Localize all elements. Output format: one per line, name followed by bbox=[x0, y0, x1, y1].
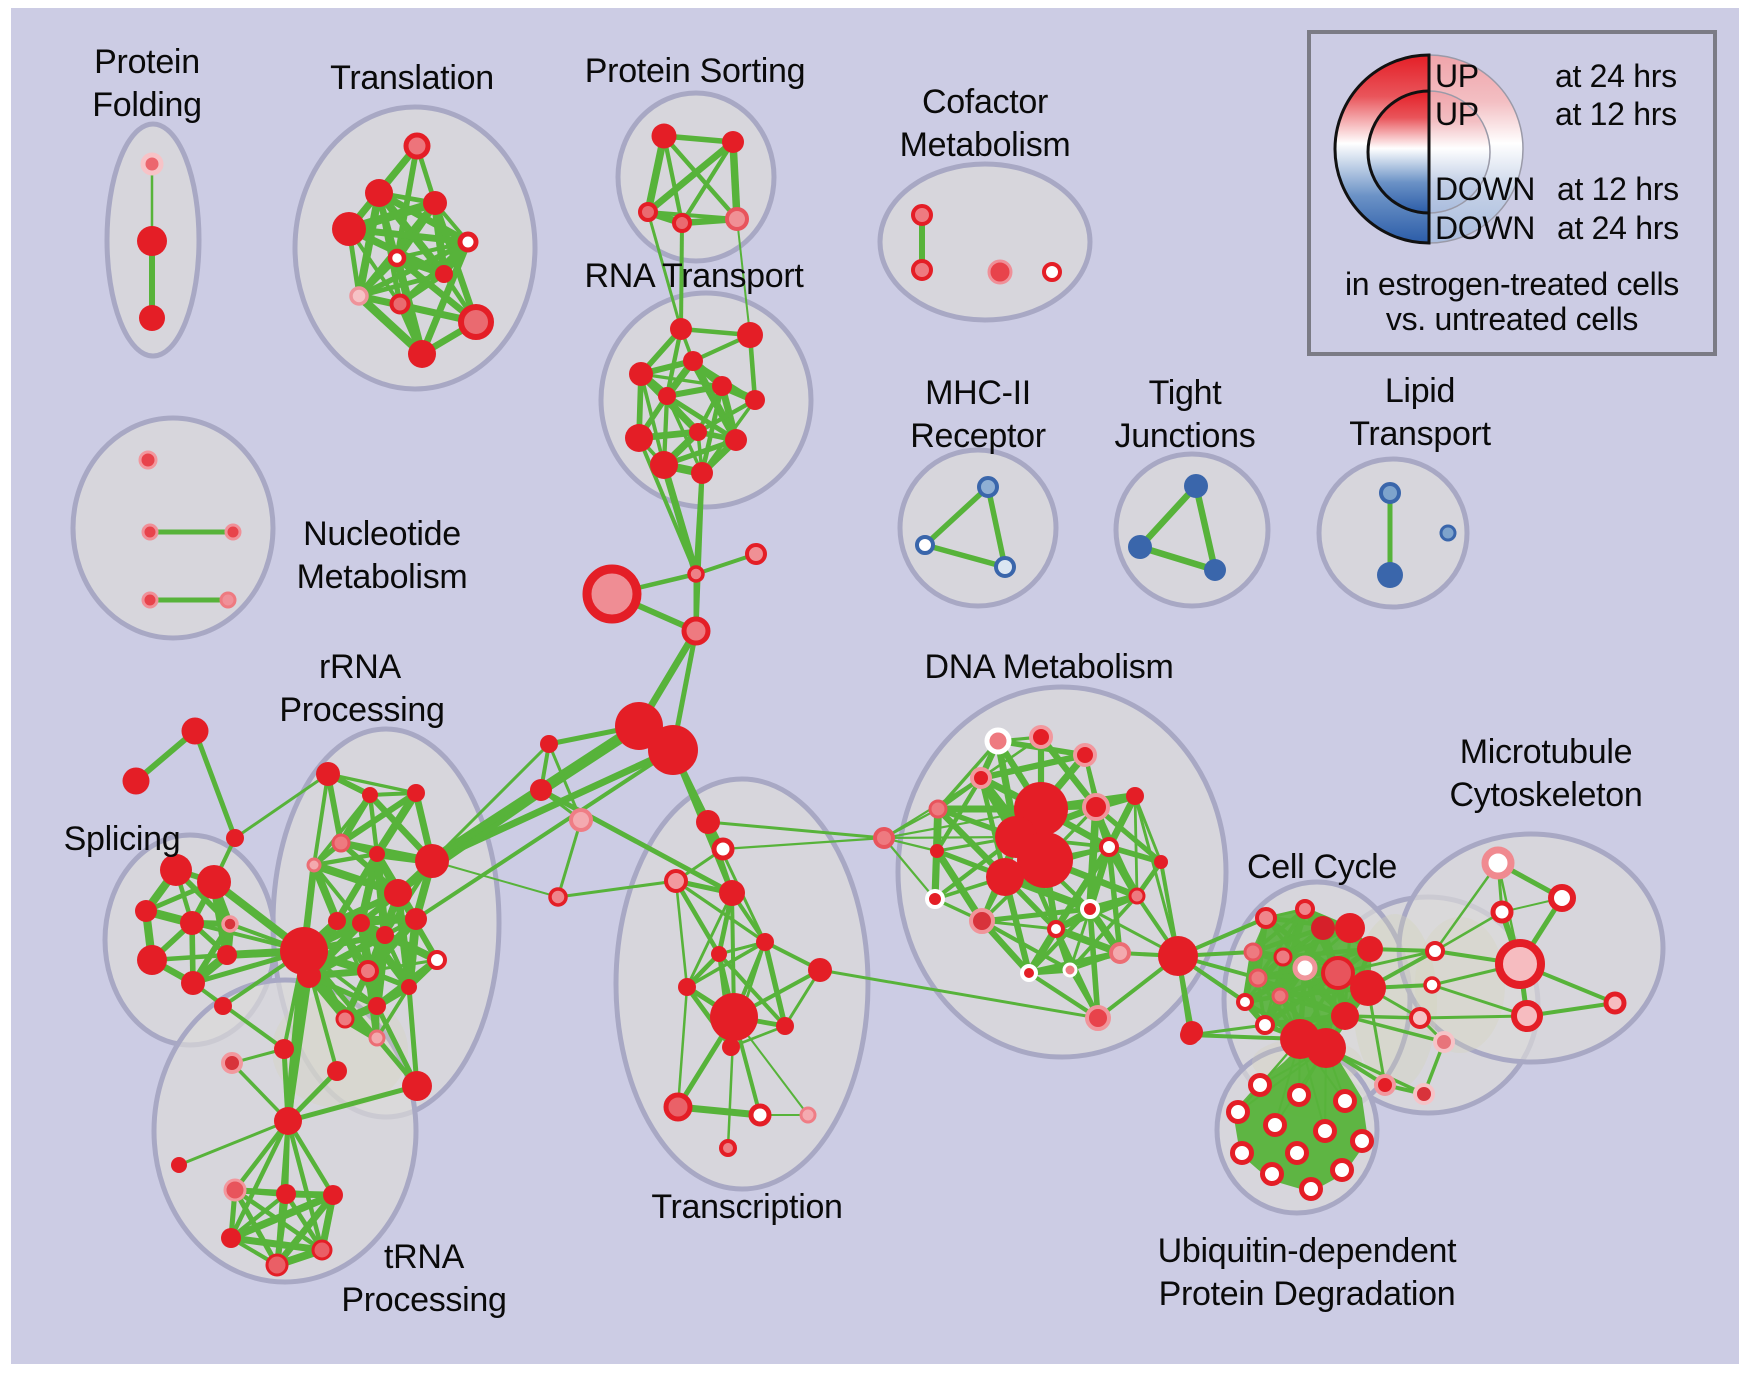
svg-text:Ubiquitin-dependent: Ubiquitin-dependent bbox=[1158, 1232, 1457, 1270]
svg-text:Microtubule: Microtubule bbox=[1460, 733, 1632, 771]
svg-text:tRNA: tRNA bbox=[384, 1238, 465, 1276]
svg-text:Splicing: Splicing bbox=[64, 820, 181, 858]
svg-text:UP: UP bbox=[1435, 96, 1479, 132]
svg-text:at 12 hrs: at 12 hrs bbox=[1555, 96, 1677, 132]
svg-text:Junctions: Junctions bbox=[1115, 417, 1256, 455]
svg-text:Cofactor: Cofactor bbox=[922, 83, 1048, 121]
svg-text:DNA Metabolism: DNA Metabolism bbox=[925, 648, 1174, 686]
svg-text:Lipid: Lipid bbox=[1385, 372, 1455, 410]
svg-text:vs. untreated cells: vs. untreated cells bbox=[1386, 301, 1638, 337]
svg-text:Protein: Protein bbox=[94, 43, 200, 81]
svg-text:Processing: Processing bbox=[279, 691, 444, 729]
svg-text:Metabolism: Metabolism bbox=[900, 126, 1071, 164]
svg-text:in estrogen-treated cells: in estrogen-treated cells bbox=[1345, 266, 1679, 302]
svg-text:Metabolism: Metabolism bbox=[297, 558, 468, 596]
svg-text:Cell Cycle: Cell Cycle bbox=[1247, 848, 1397, 886]
svg-text:UP: UP bbox=[1435, 58, 1479, 94]
svg-text:DOWN: DOWN bbox=[1435, 210, 1535, 246]
svg-text:Processing: Processing bbox=[341, 1281, 506, 1319]
svg-text:Transcription: Transcription bbox=[651, 1188, 842, 1226]
svg-text:Protein Sorting: Protein Sorting bbox=[585, 52, 805, 90]
svg-text:rRNA: rRNA bbox=[319, 648, 402, 686]
svg-text:Protein Degradation: Protein Degradation bbox=[1159, 1275, 1456, 1313]
svg-text:Nucleotide: Nucleotide bbox=[303, 515, 461, 553]
svg-text:MHC-II: MHC-II bbox=[925, 374, 1031, 412]
svg-text:Transport: Transport bbox=[1349, 415, 1491, 453]
svg-text:Receptor: Receptor bbox=[910, 417, 1046, 455]
svg-text:at 24 hrs: at 24 hrs bbox=[1557, 210, 1679, 246]
svg-text:Cytoskeleton: Cytoskeleton bbox=[1450, 776, 1643, 814]
svg-text:at 24 hrs: at 24 hrs bbox=[1555, 58, 1677, 94]
svg-text:Tight: Tight bbox=[1149, 374, 1223, 412]
svg-text:at 12 hrs: at 12 hrs bbox=[1557, 171, 1679, 207]
svg-text:DOWN: DOWN bbox=[1435, 171, 1535, 207]
svg-text:Translation: Translation bbox=[330, 59, 494, 97]
svg-text:Folding: Folding bbox=[92, 86, 201, 124]
svg-text:RNA Transport: RNA Transport bbox=[584, 257, 804, 295]
